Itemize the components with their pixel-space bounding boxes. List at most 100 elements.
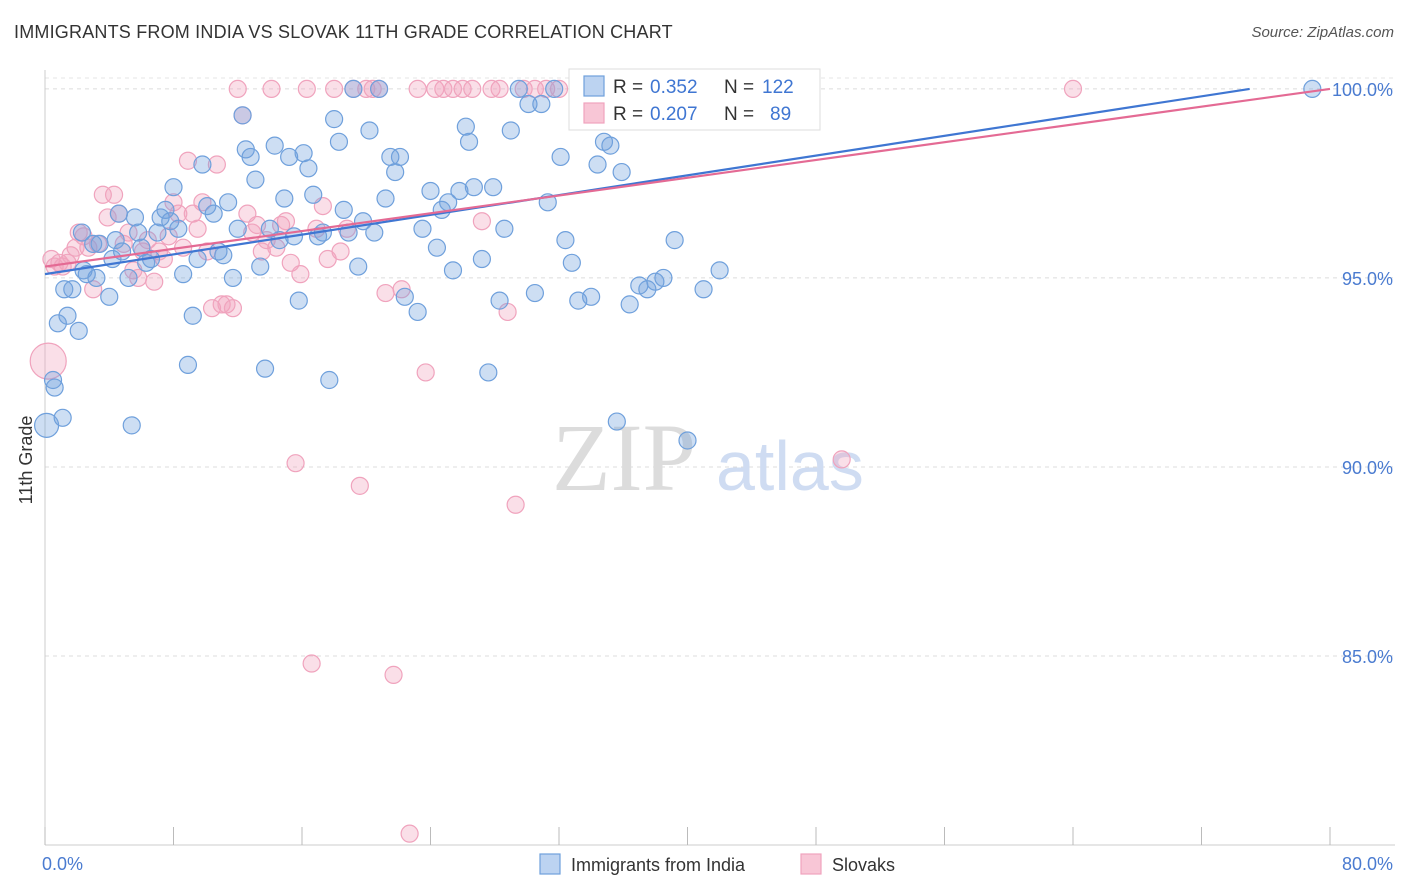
- india-point-44: [228, 219, 247, 238]
- india-point-85: [443, 261, 463, 280]
- watermark: ZIP atlas: [552, 404, 864, 511]
- india-point-80: [413, 219, 432, 238]
- slovaks-point-14: [98, 208, 117, 227]
- slovaks-point-37: [212, 295, 231, 314]
- axes: [44, 70, 1395, 846]
- india-point-9: [72, 223, 92, 242]
- slovaks-point-52: [286, 454, 305, 473]
- india-point-72: [365, 223, 384, 242]
- tick-labels: 85.0% 90.0% 95.0% 100.0% 0.0% 80.0%: [42, 80, 1393, 874]
- india-point-94: [495, 219, 514, 238]
- india-point-97: [519, 94, 538, 114]
- india-point-47: [241, 147, 260, 167]
- india-point-1: [43, 370, 63, 390]
- india-point-74: [376, 189, 395, 208]
- india-point-73: [370, 79, 389, 99]
- india-point-48: [246, 170, 265, 189]
- slovaks-point-30: [178, 151, 198, 170]
- india-point-96: [509, 79, 528, 99]
- india-point-31: [164, 178, 183, 197]
- india-point-101: [545, 79, 564, 99]
- india-point-65: [329, 132, 349, 151]
- legend-n-value-india: 122: [762, 77, 794, 98]
- india-point-77: [390, 147, 410, 167]
- india-point-86: [450, 181, 469, 201]
- india-point-12: [84, 234, 103, 254]
- y-tick-label-2: 95.0%: [1342, 269, 1393, 289]
- india-point-92: [484, 178, 503, 197]
- india-point-17: [106, 231, 125, 250]
- slovaks-point-68: [384, 665, 403, 684]
- slovaks-point-26: [159, 227, 178, 246]
- india-point-64: [325, 110, 344, 129]
- india-point-99: [532, 94, 551, 114]
- india-point-63: [320, 370, 339, 390]
- india-point-49: [251, 257, 270, 276]
- india-point-3: [48, 314, 67, 333]
- y-tick-label-3: 100.0%: [1332, 80, 1393, 100]
- india-point-111: [607, 412, 626, 431]
- india-point-103: [556, 231, 575, 250]
- india-point-68: [344, 79, 363, 99]
- slovaks-point-75: [443, 79, 463, 99]
- series-india: [34, 79, 1322, 450]
- india-point-23: [129, 223, 148, 242]
- bottom-legend-swatch-slovaks: [800, 853, 822, 875]
- india-point-81: [421, 181, 440, 201]
- india-point-91: [479, 363, 498, 382]
- watermark-zip: ZIP: [552, 404, 696, 511]
- india-point-119: [678, 431, 697, 450]
- slovaks-point-40: [228, 79, 247, 99]
- india-point-117: [654, 268, 673, 288]
- legend-n-label-india: N =: [724, 77, 754, 98]
- india-point-20: [119, 268, 138, 288]
- slovaks-trend-line: [44, 87, 1331, 268]
- slovaks-point-32: [188, 219, 207, 238]
- india-point-90: [472, 249, 491, 269]
- y-axis-title: 11th Grade: [16, 416, 36, 505]
- india-point-121: [710, 261, 729, 280]
- slovaks-point-39: [223, 299, 243, 318]
- slovaks-point-0: [29, 342, 67, 380]
- slovaks-point-47: [262, 79, 281, 99]
- india-trend-line: [44, 87, 1250, 276]
- slovaks-point-86: [549, 79, 569, 99]
- india-point-7: [63, 280, 82, 299]
- india-point-71: [360, 121, 379, 140]
- bottom-legend-label-slovaks: Slovaks: [832, 855, 895, 875]
- india-point-38: [198, 196, 217, 216]
- india-point-34: [178, 355, 198, 374]
- slovaks-point-78: [472, 212, 491, 231]
- legend-swatch-india: [583, 75, 605, 97]
- legend-r-label-india: R =: [613, 77, 643, 98]
- slovaks-point-59: [325, 79, 344, 99]
- india-point-59: [299, 159, 318, 178]
- india-point-113: [620, 295, 639, 314]
- india-point-79: [408, 302, 427, 322]
- india-point-104: [562, 253, 581, 272]
- india-point-42: [219, 193, 238, 212]
- chart-title: IMMIGRANTS FROM INDIA VS SLOVAK 11TH GRA…: [14, 22, 673, 42]
- india-point-11: [77, 265, 96, 284]
- india-point-107: [582, 287, 601, 306]
- india-point-52: [265, 136, 284, 155]
- india-point-39: [204, 204, 223, 223]
- india-point-35: [183, 306, 202, 325]
- india-point-6: [58, 306, 77, 325]
- india-point-69: [349, 257, 368, 276]
- stats-legend: R = 0.352 N = 122 R = 0.207 N = 89: [568, 68, 821, 131]
- india-point-55: [280, 147, 299, 167]
- india-point-88: [459, 132, 479, 151]
- slovaks-point-63: [350, 476, 369, 495]
- india-point-118: [665, 231, 684, 250]
- slovaks-point-70: [400, 824, 419, 843]
- india-point-87: [456, 117, 475, 136]
- india-point-93: [490, 291, 509, 310]
- legend-r-value-india: 0.352: [650, 77, 698, 98]
- legend-swatch-slovaks: [583, 102, 605, 124]
- bottom-legend: Immigrants from India Slovaks: [539, 853, 895, 875]
- x-tick-label-0: 0.0%: [42, 854, 83, 874]
- india-point-43: [223, 268, 243, 288]
- watermark-atlas: atlas: [716, 427, 864, 505]
